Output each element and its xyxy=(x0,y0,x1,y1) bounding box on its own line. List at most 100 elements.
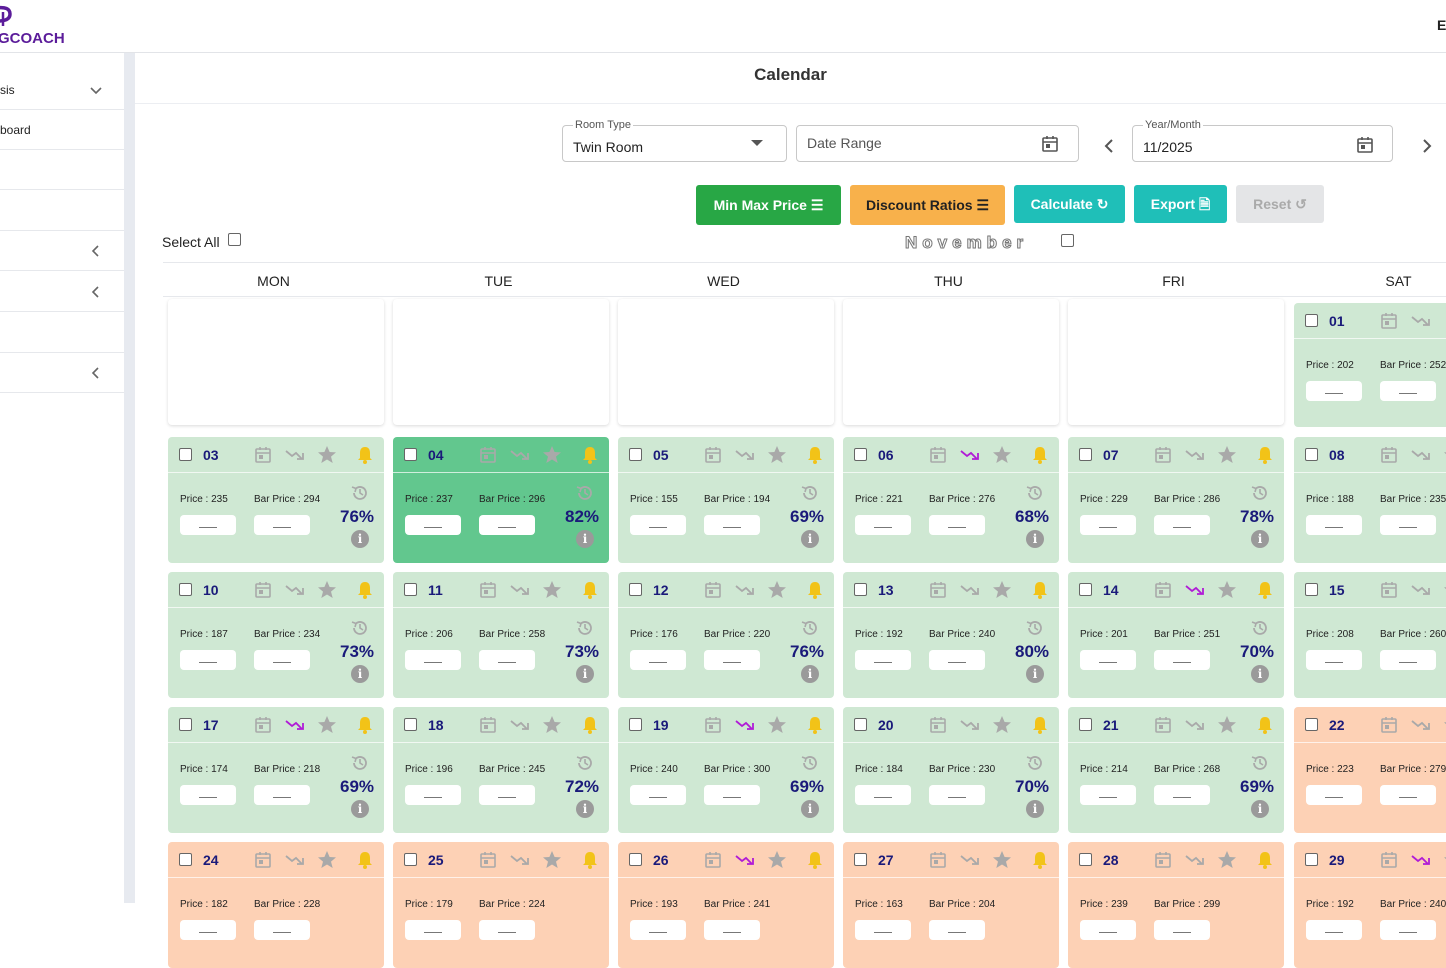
star-icon[interactable] xyxy=(992,850,1012,870)
star-icon[interactable] xyxy=(767,445,787,465)
price-input[interactable] xyxy=(1306,515,1362,535)
bar-price-input[interactable] xyxy=(1380,785,1436,805)
trend-down-icon[interactable] xyxy=(735,580,755,600)
calendar-day-cell[interactable]: 15 Price : 208 Bar Price : 260 xyxy=(1294,572,1446,698)
month-checkbox[interactable] xyxy=(1061,234,1074,247)
bell-icon[interactable] xyxy=(805,445,825,465)
info-icon[interactable]: i xyxy=(1026,800,1044,818)
trend-down-icon[interactable] xyxy=(960,850,980,870)
export-button[interactable]: Export 🗎 xyxy=(1134,185,1227,223)
trend-down-icon[interactable] xyxy=(510,445,530,465)
day-checkbox[interactable] xyxy=(854,448,867,461)
bell-icon[interactable] xyxy=(1030,715,1050,735)
day-checkbox[interactable] xyxy=(404,583,417,596)
price-input[interactable] xyxy=(1080,515,1136,535)
bar-price-input[interactable] xyxy=(1380,650,1436,670)
info-icon[interactable]: i xyxy=(1251,800,1269,818)
info-icon[interactable]: i xyxy=(801,800,819,818)
trend-down-icon[interactable] xyxy=(510,580,530,600)
trend-down-icon[interactable] xyxy=(285,850,305,870)
bar-price-input[interactable] xyxy=(1154,515,1210,535)
trend-down-icon[interactable] xyxy=(1185,580,1205,600)
info-icon[interactable]: i xyxy=(351,800,369,818)
bar-price-input[interactable] xyxy=(479,650,535,670)
bell-icon[interactable] xyxy=(805,580,825,600)
history-icon[interactable] xyxy=(800,483,820,503)
calendar-day-cell[interactable]: 27 Price : 163 Bar Price : 204 xyxy=(843,842,1059,968)
price-input[interactable] xyxy=(1306,920,1362,940)
history-icon[interactable] xyxy=(800,753,820,773)
trend-down-icon[interactable] xyxy=(1185,445,1205,465)
info-icon[interactable]: i xyxy=(1251,665,1269,683)
bar-price-input[interactable] xyxy=(479,785,535,805)
history-icon[interactable] xyxy=(1250,753,1270,773)
calendar-day-cell[interactable]: 22 Price : 223 Bar Price : 279 xyxy=(1294,707,1446,833)
trend-down-icon[interactable] xyxy=(510,715,530,735)
bell-icon[interactable] xyxy=(580,850,600,870)
star-icon[interactable] xyxy=(1217,715,1237,735)
star-icon[interactable] xyxy=(317,580,337,600)
day-checkbox[interactable] xyxy=(854,853,867,866)
day-checkbox[interactable] xyxy=(179,853,192,866)
calendar-icon[interactable] xyxy=(703,850,723,870)
history-icon[interactable] xyxy=(1025,483,1045,503)
calendar-icon[interactable] xyxy=(253,445,273,465)
price-input[interactable] xyxy=(180,920,236,940)
day-checkbox[interactable] xyxy=(1079,583,1092,596)
select-all-checkbox[interactable] xyxy=(228,233,241,246)
day-checkbox[interactable] xyxy=(1079,853,1092,866)
bar-price-input[interactable] xyxy=(254,515,310,535)
price-input[interactable] xyxy=(855,650,911,670)
history-icon[interactable] xyxy=(575,483,595,503)
calendar-day-cell[interactable]: 29 Price : 192 Bar Price : 240 xyxy=(1294,842,1446,968)
calendar-icon[interactable] xyxy=(478,580,498,600)
trend-down-icon[interactable] xyxy=(285,445,305,465)
sidebar-item-4[interactable] xyxy=(0,231,124,271)
history-icon[interactable] xyxy=(575,618,595,638)
calendar-icon[interactable] xyxy=(1379,580,1399,600)
calendar-day-cell[interactable]: 10 Price : 187 Bar Price : 234 73% i xyxy=(168,572,384,698)
bar-price-input[interactable] xyxy=(929,515,985,535)
calendar-day-cell[interactable]: 12 Price : 176 Bar Price : 220 76% i xyxy=(618,572,834,698)
bell-icon[interactable] xyxy=(1255,850,1275,870)
calendar-day-cell[interactable]: 04 Price : 237 Bar Price : 296 82% i xyxy=(393,437,609,563)
trend-down-icon[interactable] xyxy=(1185,850,1205,870)
bar-price-input[interactable] xyxy=(929,785,985,805)
bell-icon[interactable] xyxy=(1255,580,1275,600)
price-input[interactable] xyxy=(855,785,911,805)
calendar-icon[interactable] xyxy=(928,445,948,465)
trend-down-icon[interactable] xyxy=(1411,580,1431,600)
calendar-day-cell[interactable]: 25 Price : 179 Bar Price : 224 xyxy=(393,842,609,968)
trend-down-icon[interactable] xyxy=(1411,311,1431,331)
star-icon[interactable] xyxy=(992,445,1012,465)
price-input[interactable] xyxy=(405,515,461,535)
price-input[interactable] xyxy=(1080,650,1136,670)
calendar-icon[interactable] xyxy=(1379,311,1399,331)
star-icon[interactable] xyxy=(542,580,562,600)
day-checkbox[interactable] xyxy=(1079,718,1092,731)
price-input[interactable] xyxy=(1306,381,1362,401)
sidebar-item-3[interactable] xyxy=(0,191,124,231)
info-icon[interactable]: i xyxy=(576,530,594,548)
calendar-icon[interactable] xyxy=(1153,445,1173,465)
prev-month-icon[interactable] xyxy=(1101,137,1119,155)
calendar-day-cell[interactable]: 18 Price : 196 Bar Price : 245 72% i xyxy=(393,707,609,833)
bell-icon[interactable] xyxy=(355,580,375,600)
calendar-icon[interactable] xyxy=(478,715,498,735)
price-input[interactable] xyxy=(630,650,686,670)
day-checkbox[interactable] xyxy=(404,718,417,731)
sidebar-scrollbar[interactable] xyxy=(124,53,135,903)
bar-price-input[interactable] xyxy=(1154,920,1210,940)
calendar-day-cell[interactable]: 14 Price : 201 Bar Price : 251 70% i xyxy=(1068,572,1284,698)
reset-button[interactable]: Reset ↺ xyxy=(1236,185,1324,223)
history-icon[interactable] xyxy=(1025,618,1045,638)
bell-icon[interactable] xyxy=(1030,580,1050,600)
calendar-day-cell[interactable]: 08 Price : 188 Bar Price : 235 xyxy=(1294,437,1446,563)
calendar-day-cell[interactable]: 17 Price : 174 Bar Price : 218 69% i xyxy=(168,707,384,833)
calendar-icon[interactable] xyxy=(253,715,273,735)
bar-price-input[interactable] xyxy=(1380,381,1436,401)
bell-icon[interactable] xyxy=(805,850,825,870)
discount-ratios-button[interactable]: Discount Ratios ☰ xyxy=(850,185,1005,225)
trend-down-icon[interactable] xyxy=(960,715,980,735)
trend-down-icon[interactable] xyxy=(1411,850,1431,870)
